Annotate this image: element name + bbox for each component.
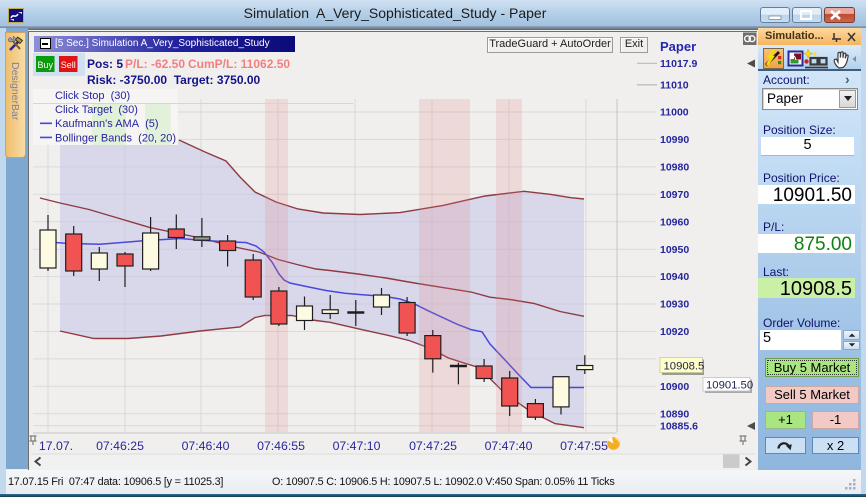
svg-text:10930: 10930 bbox=[660, 299, 689, 311]
svg-text:Pos: 5: Pos: 5 bbox=[87, 57, 123, 71]
svg-text:11000: 11000 bbox=[660, 107, 689, 119]
svg-text:10950: 10950 bbox=[660, 244, 689, 256]
svg-text:07:47:40: 07:47:40 bbox=[485, 439, 533, 453]
svg-text:07:46:55: 07:46:55 bbox=[257, 439, 305, 453]
svg-text:11017.9: 11017.9 bbox=[660, 58, 698, 70]
svg-text:10890: 10890 bbox=[660, 408, 689, 420]
svg-text:07:47:10: 07:47:10 bbox=[333, 439, 381, 453]
svg-text:10901.50: 10901.50 bbox=[706, 379, 753, 391]
svg-text:10970: 10970 bbox=[660, 189, 689, 201]
svg-text:07:46:40: 07:46:40 bbox=[182, 439, 230, 453]
svg-text:10940: 10940 bbox=[660, 271, 689, 283]
svg-text:17.07.: 17.07. bbox=[39, 439, 73, 453]
svg-text:07:47:25: 07:47:25 bbox=[409, 439, 457, 453]
svg-text:10885.6: 10885.6 bbox=[660, 420, 698, 432]
svg-text:P/L: -62.50: P/L: -62.50 bbox=[125, 57, 185, 71]
svg-text:Risk: -3750.00 Target: 3750.0: Risk: -3750.00 Target: 3750.00 bbox=[87, 73, 261, 87]
svg-text:10960: 10960 bbox=[660, 216, 689, 228]
svg-text:Kaufmann's AMA (5): Kaufmann's AMA (5) bbox=[55, 118, 159, 130]
svg-text:07:46:25: 07:46:25 bbox=[96, 439, 144, 453]
svg-text:10908.5: 10908.5 bbox=[664, 360, 705, 372]
svg-text:10990: 10990 bbox=[660, 134, 689, 146]
svg-text:Click Stop (30): Click Stop (30) bbox=[55, 90, 130, 102]
svg-text:10920: 10920 bbox=[660, 326, 689, 338]
svg-text:CumP/L: 11062.50: CumP/L: 11062.50 bbox=[188, 57, 290, 71]
svg-text:11010: 11010 bbox=[660, 80, 689, 92]
svg-text:Sell: Sell bbox=[61, 60, 76, 70]
svg-text:Bollinger Bands (20, 20): Bollinger Bands (20, 20) bbox=[55, 132, 176, 144]
svg-text:Buy: Buy bbox=[37, 60, 53, 70]
svg-text:07:47:55: 07:47:55 bbox=[560, 439, 608, 453]
svg-text:10980: 10980 bbox=[660, 162, 689, 174]
svg-text:10900: 10900 bbox=[660, 381, 689, 393]
svg-text:Click Target (30): Click Target (30) bbox=[55, 104, 138, 116]
